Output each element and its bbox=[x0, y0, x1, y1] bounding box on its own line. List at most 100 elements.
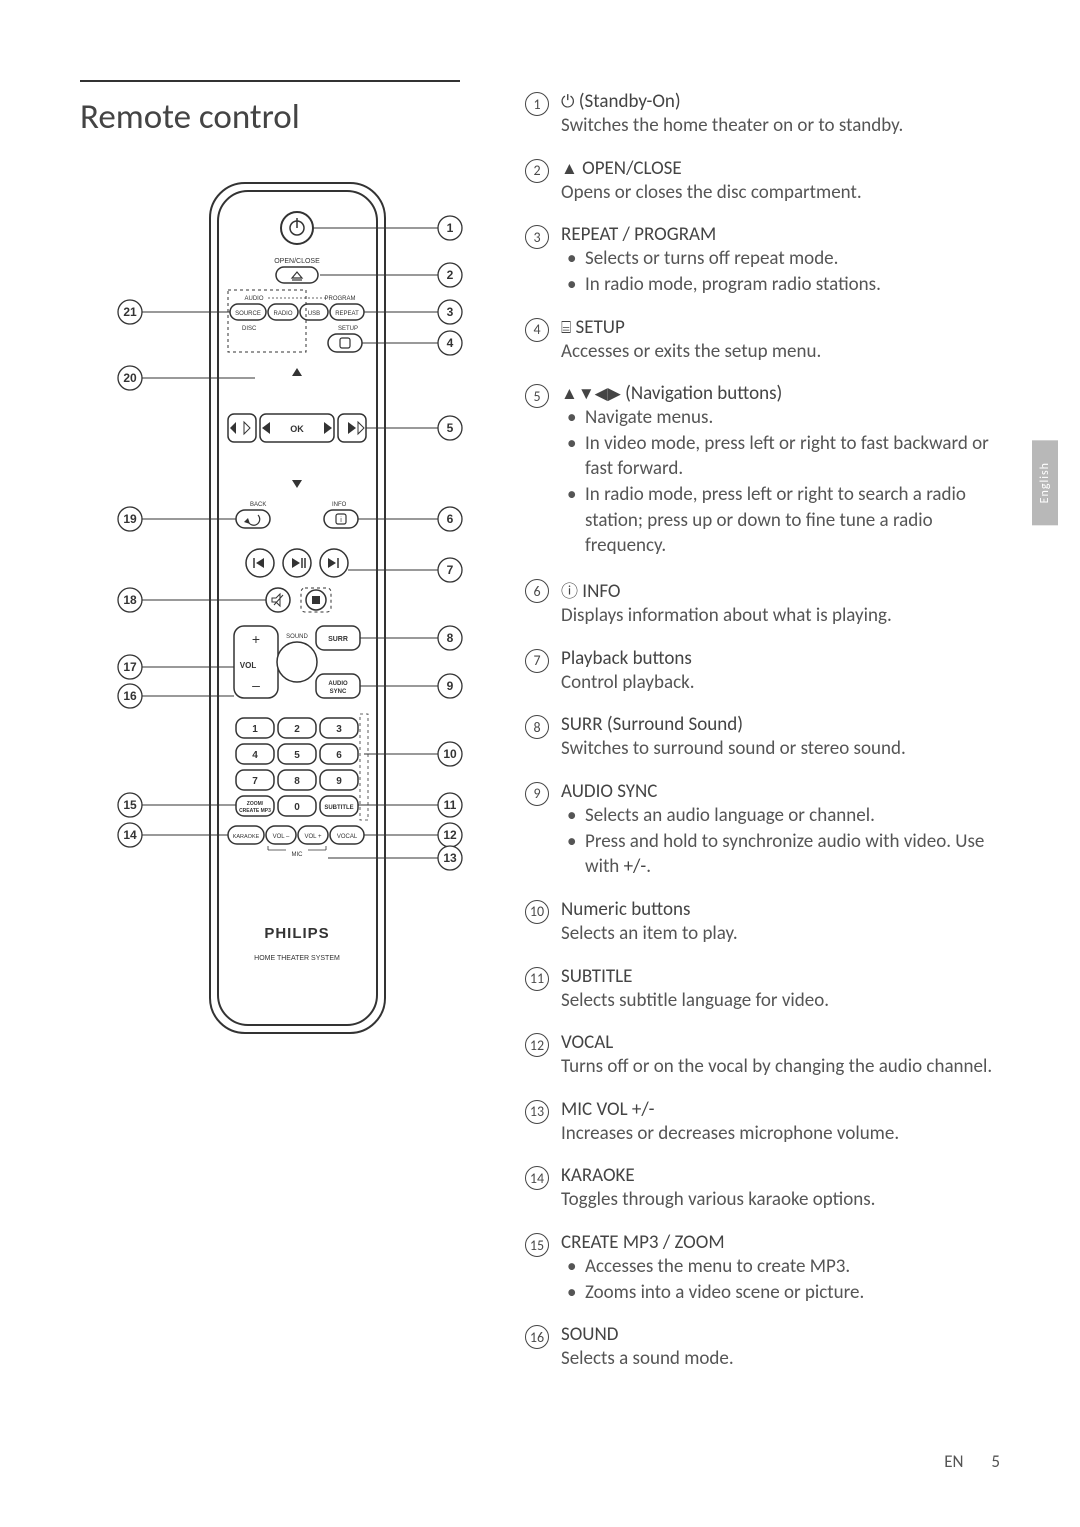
definition-item: 1 ⏻ (Standby-On)Switches the home theater… bbox=[525, 90, 1010, 139]
definition-item: 2▲ OPEN/CLOSEOpens or closes the disc co… bbox=[525, 157, 1010, 206]
svg-text:+: + bbox=[252, 631, 260, 647]
definition-bullet: Accesses the menu to create MP3. bbox=[585, 1254, 1010, 1280]
definition-title: CREATE MP3 / ZOOM bbox=[561, 1231, 1010, 1254]
svg-text:VOL: VOL bbox=[240, 661, 257, 670]
page-footer: EN 5 bbox=[944, 1451, 1000, 1472]
definition-item: 8 SURR (Surround Sound)Switches to surrou… bbox=[525, 713, 1010, 762]
definitions-list: 1 ⏻ (Standby-On)Switches the home theater… bbox=[525, 80, 1010, 1390]
svg-text:VOL +: VOL + bbox=[305, 834, 322, 840]
definition-title: VOCAL bbox=[561, 1031, 1010, 1054]
svg-text:8: 8 bbox=[447, 631, 454, 645]
svg-text:VOL –: VOL – bbox=[273, 834, 290, 840]
svg-text:SURR: SURR bbox=[328, 636, 348, 643]
svg-text:15: 15 bbox=[123, 798, 137, 812]
svg-text:9: 9 bbox=[336, 776, 342, 787]
definition-item: 5 ▲▼◀▶ (Navigation buttons)Navigate menus… bbox=[525, 382, 1010, 559]
definition-description: Selects subtitle language for video. bbox=[561, 988, 1010, 1014]
definition-title: KARAOKE bbox=[561, 1164, 1010, 1187]
definition-bullet: In radio mode, press left or right to se… bbox=[585, 482, 1010, 559]
svg-text:OK: OK bbox=[290, 424, 304, 434]
definition-item: 13 MIC VOL +/-Increases or decreases micr… bbox=[525, 1098, 1010, 1147]
definition-description: Increases or decreases microphone volume… bbox=[561, 1121, 1010, 1147]
definition-bullet: Navigate menus. bbox=[585, 405, 1010, 431]
definition-bullet: Selects an audio language or channel. bbox=[585, 803, 1010, 829]
svg-text:USB: USB bbox=[308, 311, 320, 317]
definition-description: Turns off or on the vocal by changing th… bbox=[561, 1054, 1010, 1080]
definition-title: ▲▼◀▶ (Navigation buttons) bbox=[561, 382, 1010, 405]
svg-text:AUDIO: AUDIO bbox=[328, 681, 348, 687]
eject-icon: ▲ bbox=[561, 158, 578, 179]
svg-text:–: – bbox=[252, 677, 260, 693]
svg-text:CREATE MP3: CREATE MP3 bbox=[239, 808, 271, 814]
svg-text:INFO: INFO bbox=[332, 502, 347, 508]
definition-bullets: Selects an audio language or channel.Pre… bbox=[561, 803, 1010, 880]
definition-description: Control playback. bbox=[561, 670, 1010, 696]
definition-number: 3 bbox=[525, 225, 549, 249]
definition-number: 6 bbox=[525, 579, 549, 603]
definition-number: 10 bbox=[525, 900, 549, 924]
definition-description: Switches to surround sound or stereo sou… bbox=[561, 736, 1010, 762]
definition-number: 5 bbox=[525, 384, 549, 408]
svg-text:11: 11 bbox=[444, 798, 457, 812]
svg-text:10: 10 bbox=[443, 747, 457, 761]
definition-description: Selects a sound mode. bbox=[561, 1346, 1010, 1372]
definition-bullet: Selects or turns off repeat mode. bbox=[585, 246, 1010, 272]
svg-text:9: 9 bbox=[447, 679, 454, 693]
svg-text:4: 4 bbox=[447, 336, 454, 350]
definition-number: 13 bbox=[525, 1100, 549, 1124]
svg-text:6: 6 bbox=[447, 512, 454, 526]
definition-description: Toggles through various karaoke options. bbox=[561, 1187, 1010, 1213]
svg-text:SUBTITLE: SUBTITLE bbox=[324, 805, 353, 811]
svg-text:SOURCE: SOURCE bbox=[235, 311, 261, 317]
definition-item: 3REPEAT / PROGRAMSelects or turns off re… bbox=[525, 223, 1010, 297]
definition-number: 15 bbox=[525, 1233, 549, 1257]
remote-diagram: OPEN/CLOSE AUDIO PROGRAM SOURCE RADIO US… bbox=[100, 178, 490, 1063]
svg-text:VOCAL: VOCAL bbox=[337, 834, 358, 840]
definition-description: Switches the home theater on or to stand… bbox=[561, 113, 1010, 139]
definition-title: AUDIO SYNC bbox=[561, 780, 1010, 803]
svg-text:ZOOM/: ZOOM/ bbox=[247, 801, 264, 807]
definition-item: 9AUDIO SYNCSelects an audio language or … bbox=[525, 780, 1010, 880]
svg-text:20: 20 bbox=[123, 371, 137, 385]
info-icon: ⓘ bbox=[561, 581, 578, 602]
definition-item: 15 CREATE MP3 / ZOOMAccesses the menu to … bbox=[525, 1231, 1010, 1305]
svg-text:PROGRAM: PROGRAM bbox=[324, 296, 355, 302]
svg-text:2: 2 bbox=[447, 268, 454, 282]
svg-text:SYNC: SYNC bbox=[330, 689, 347, 695]
svg-text:4: 4 bbox=[252, 750, 258, 761]
definition-item: 16SOUNDSelects a sound mode. bbox=[525, 1323, 1010, 1372]
definition-title: SUBTITLE bbox=[561, 965, 1010, 988]
definition-description: Accesses or exits the setup menu. bbox=[561, 339, 1010, 365]
definition-number: 14 bbox=[525, 1166, 549, 1190]
svg-text:17: 17 bbox=[123, 660, 137, 674]
svg-text:DISC: DISC bbox=[242, 326, 257, 332]
svg-text:21: 21 bbox=[123, 305, 137, 319]
definition-title: SURR (Surround Sound) bbox=[561, 713, 1010, 736]
svg-text:3: 3 bbox=[447, 305, 454, 319]
definition-bullets: Selects or turns off repeat mode.In radi… bbox=[561, 246, 1010, 297]
svg-text:7: 7 bbox=[252, 776, 258, 787]
svg-text:REPEAT: REPEAT bbox=[335, 311, 359, 317]
definition-title: SOUND bbox=[561, 1323, 1010, 1346]
svg-text:3: 3 bbox=[336, 724, 342, 735]
definition-number: 11 bbox=[525, 967, 549, 991]
language-tab: English bbox=[1032, 440, 1058, 525]
definition-number: 1 bbox=[525, 92, 549, 116]
svg-text:1: 1 bbox=[447, 221, 454, 235]
definition-number: 7 bbox=[525, 649, 549, 673]
svg-text:14: 14 bbox=[123, 828, 137, 842]
definition-title: MIC VOL +/- bbox=[561, 1098, 1010, 1121]
definition-number: 2 bbox=[525, 159, 549, 183]
definition-title: ⏻ (Standby-On) bbox=[561, 90, 1010, 113]
definition-number: 8 bbox=[525, 715, 549, 739]
svg-text:BACK: BACK bbox=[250, 502, 266, 508]
footer-lang: EN bbox=[944, 1451, 963, 1472]
svg-text:13: 13 bbox=[443, 851, 457, 865]
definition-title: ▲ OPEN/CLOSE bbox=[561, 157, 1010, 180]
section-title: Remote control bbox=[80, 96, 490, 138]
svg-text:6: 6 bbox=[336, 750, 342, 761]
definition-item: 14 KARAOKEToggles through various karaoke… bbox=[525, 1164, 1010, 1213]
definition-bullet: In video mode, press left or right to fa… bbox=[585, 431, 1010, 482]
svg-text:18: 18 bbox=[123, 593, 137, 607]
definition-item: 12VOCALTurns off or on the vocal by chan… bbox=[525, 1031, 1010, 1080]
